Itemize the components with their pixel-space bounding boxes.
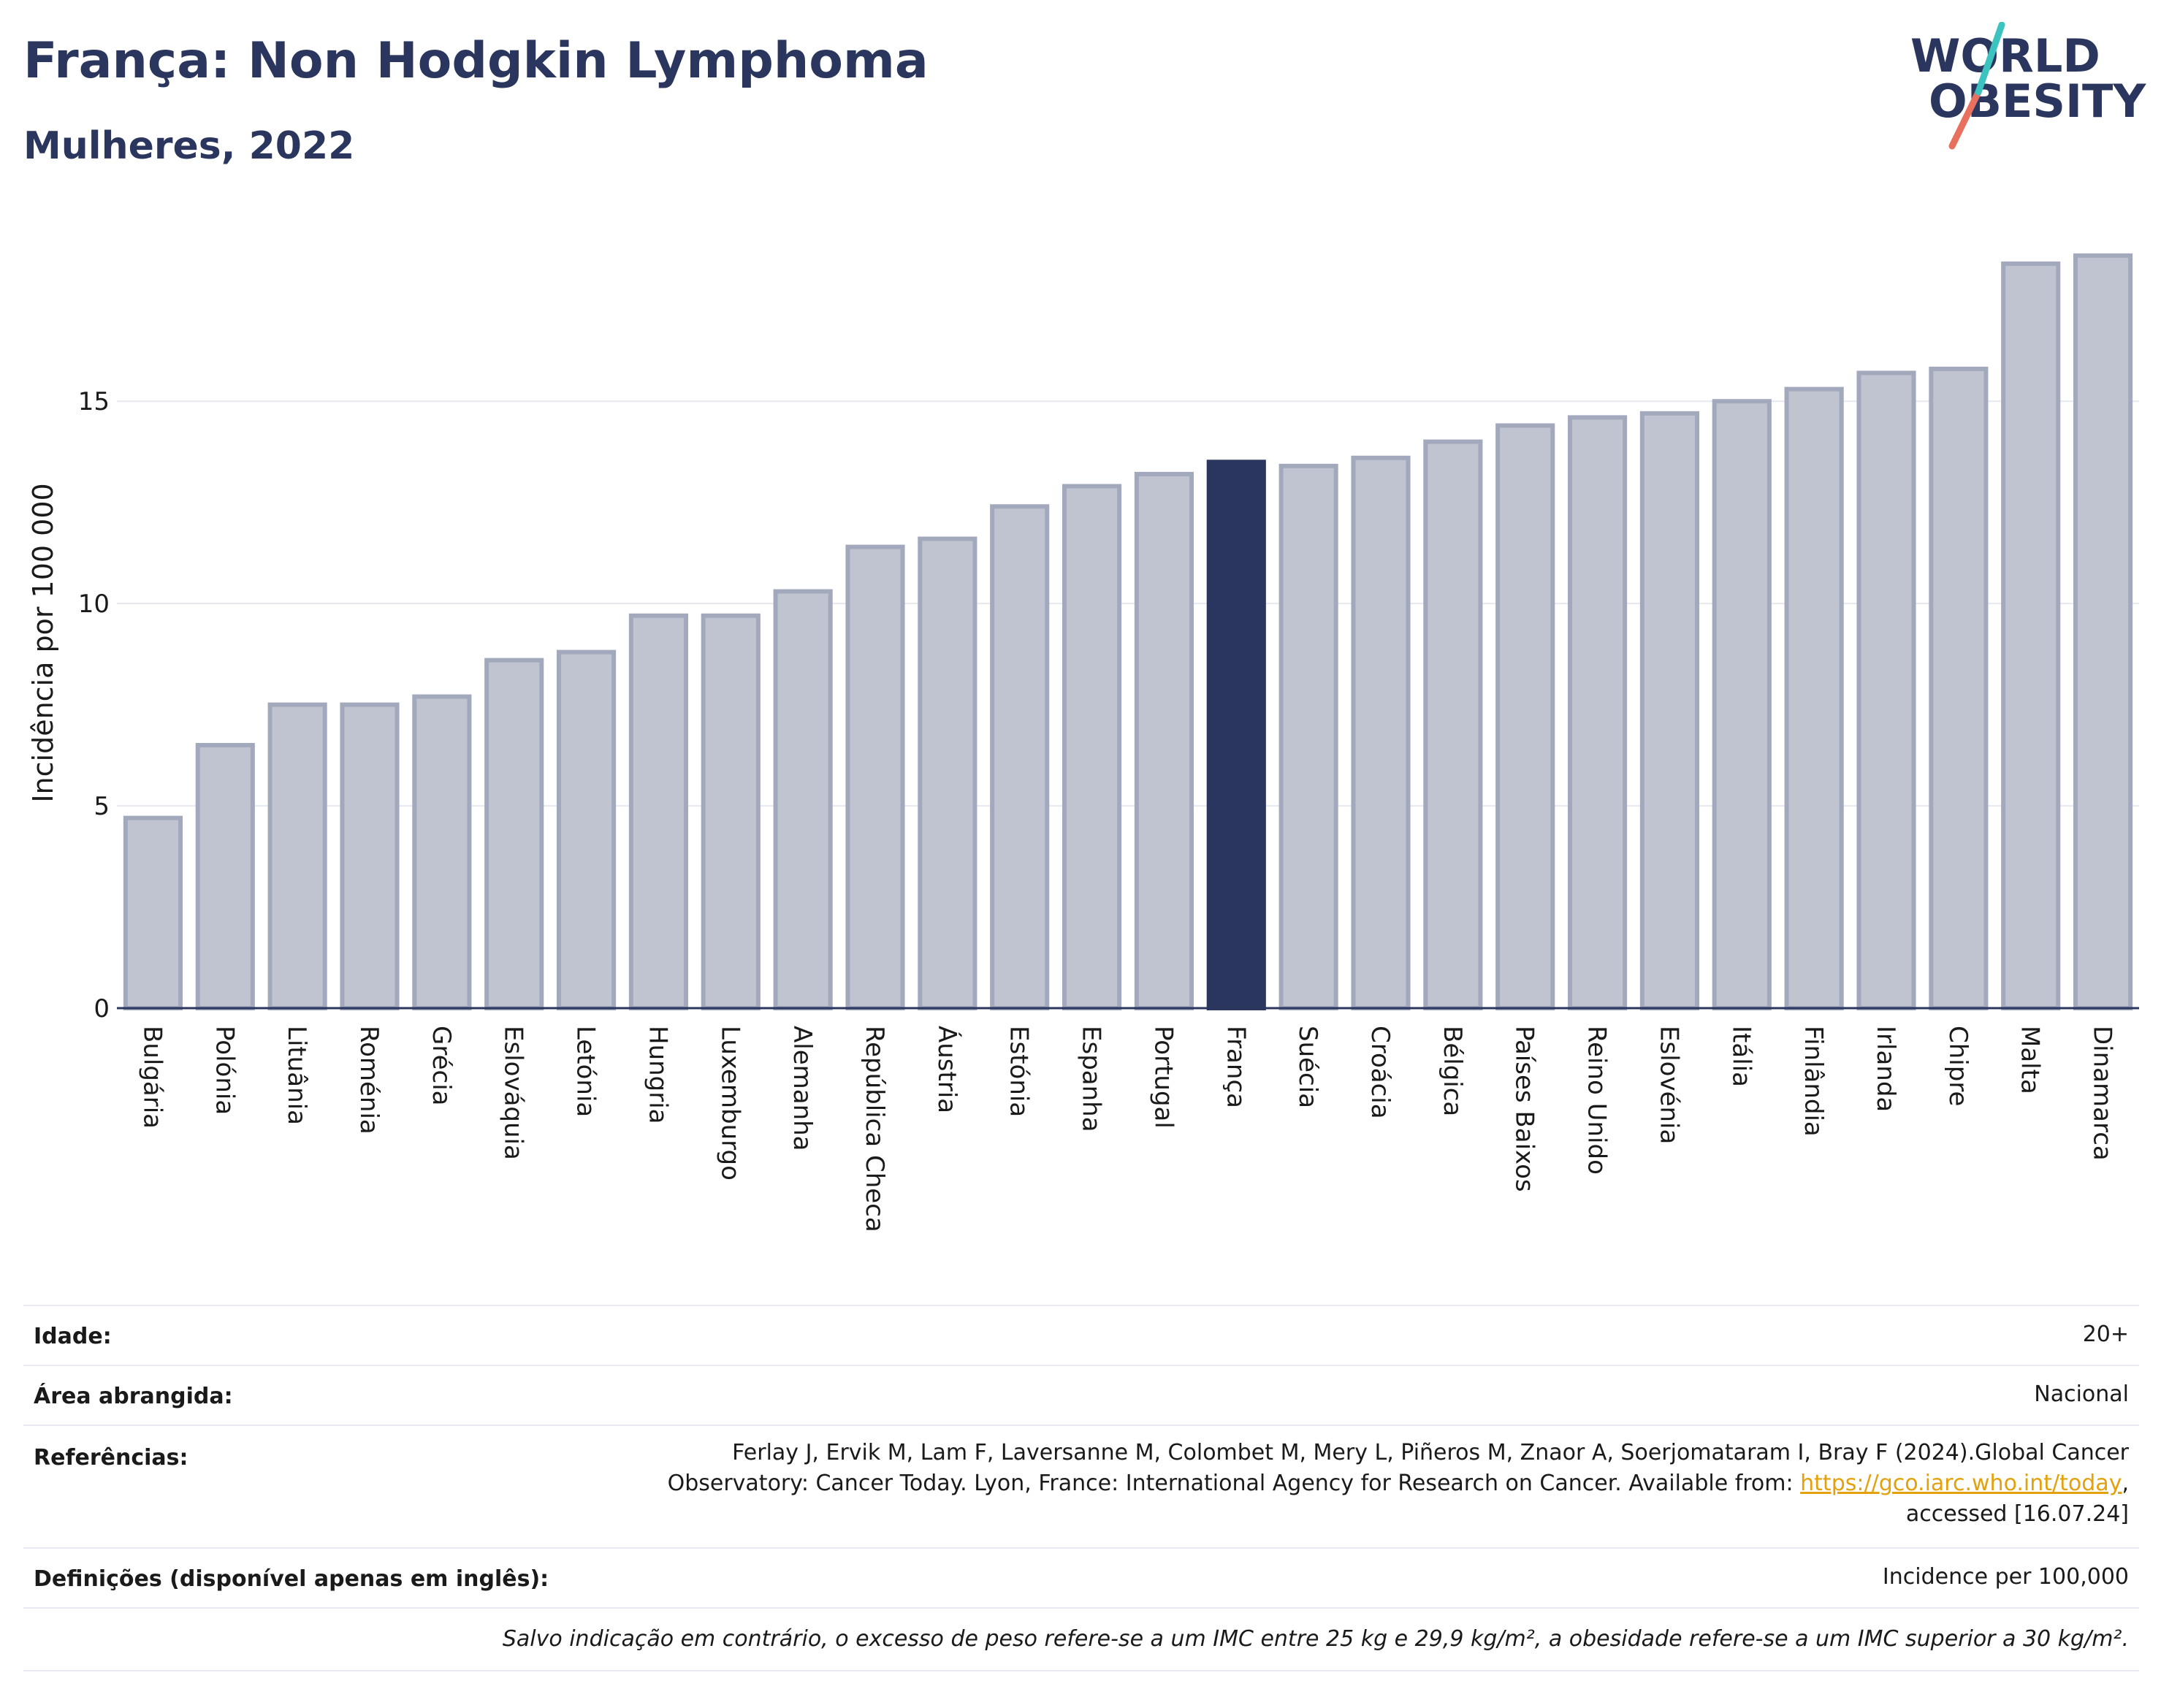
x-tick-label: Chipre <box>1943 1026 1973 1106</box>
age-value: 20+ <box>2082 1322 2129 1347</box>
x-tick-label: Irlanda <box>1871 1026 1900 1112</box>
info-row-definitions: Definições (disponível apenas em inglês)… <box>23 1547 2139 1609</box>
bar <box>918 536 977 1010</box>
x-tick-label: França <box>1221 1026 1250 1108</box>
x-tick-label: Estónia <box>1005 1026 1034 1117</box>
logo-slash-red <box>1948 88 1982 150</box>
bar <box>1929 366 1989 1010</box>
x-tick-label: Dinamarca <box>2088 1026 2117 1161</box>
y-tick-labels: 0 5 10 15 <box>78 387 110 1023</box>
bar <box>1568 415 1628 1010</box>
bar <box>990 504 1050 1010</box>
bar <box>1784 386 1844 1010</box>
info-row-age: Idade: 20+ <box>23 1305 2139 1366</box>
x-tick-label: Croácia <box>1365 1026 1395 1119</box>
age-label: Idade: <box>34 1324 112 1349</box>
x-tick-label: Lituânia <box>282 1026 311 1125</box>
bar <box>557 649 617 1010</box>
x-tick-label: Grécia <box>427 1026 456 1105</box>
bar <box>845 544 905 1010</box>
x-tick-label: Bulgária <box>137 1026 167 1129</box>
references-value: Ferlay J, Ervik M, Lam F, Laversanne M, … <box>668 1438 2129 1530</box>
x-tick-label: Malta <box>2016 1026 2045 1094</box>
bar <box>1495 423 1555 1010</box>
x-tick-label: Eslovénia <box>1654 1026 1683 1144</box>
y-tick-label: 10 <box>78 590 110 619</box>
x-tick-label: Letónia <box>571 1026 601 1117</box>
bar <box>412 694 472 1010</box>
x-tick-labels: Bulgária Polónia Lituânia Roménia Grécia Eslo… <box>137 1026 2116 1232</box>
bar <box>1639 411 1699 1010</box>
x-tick-label: Hungria <box>643 1026 672 1124</box>
bar <box>267 702 327 1010</box>
bar <box>1278 463 1338 1010</box>
references-line-2: Observatory: Cancer Today. Lyon, France:… <box>667 1471 2129 1496</box>
chart-subtitle: Mulheres, 2022 <box>23 124 355 168</box>
bar <box>2001 261 2061 1010</box>
x-tick-label: Áustria <box>932 1026 962 1113</box>
bar <box>1062 484 1122 1010</box>
info-row-references: Referências: Ferlay J, Ervik M, Lam F, L… <box>23 1425 2139 1549</box>
y-tick-label: 15 <box>78 387 110 416</box>
y-tick-label: 0 <box>94 994 110 1023</box>
bars <box>123 253 2133 1010</box>
references-label: Referências: <box>34 1445 188 1471</box>
bar-chart: 0 5 10 15 Bulgária Polónia Lituânia Roménia Gré… <box>27 253 2139 1232</box>
bar <box>1712 399 1772 1010</box>
area-label: Área abrangida: <box>34 1384 233 1409</box>
info-row-note: Salvo indicação em contrário, o excesso … <box>23 1607 2139 1671</box>
x-tick-label: Luxemburgo <box>715 1026 744 1181</box>
x-tick-label: Polónia <box>210 1026 239 1115</box>
x-tick-label: Roménia <box>354 1026 384 1135</box>
bar <box>484 657 544 1010</box>
logo-word-1: WORLD <box>1910 29 2100 83</box>
bar <box>340 702 400 1010</box>
info-row-area: Área abrangida: Nacional <box>23 1365 2139 1426</box>
x-tick-label: Eslováquia <box>499 1026 528 1160</box>
bar <box>195 743 255 1010</box>
definitions-label: Definições (disponível apenas em inglês)… <box>34 1566 549 1592</box>
bar <box>701 613 761 1010</box>
x-tick-label: Suécia <box>1293 1026 1322 1108</box>
x-tick-label: Itália <box>1726 1026 1756 1087</box>
bar <box>1351 455 1411 1010</box>
area-value: Nacional <box>2034 1381 2129 1407</box>
obesity-definition-note: Salvo indicação em contrário, o excesso … <box>502 1626 2129 1652</box>
bar <box>773 589 833 1010</box>
references-link[interactable]: https://gco.iarc.who.int/today <box>1800 1471 2122 1496</box>
bar <box>1423 439 1483 1010</box>
references-line-1: Ferlay J, Ervik M, Lam F, Laversanne M, … <box>732 1440 2129 1465</box>
y-axis-label: Incidência por 100 000 <box>27 483 59 802</box>
definitions-value: Incidence per 100,000 <box>1882 1564 2129 1590</box>
x-tick-label: Alemanha <box>788 1026 817 1151</box>
x-tick-label: Bélgica <box>1438 1026 1467 1116</box>
x-tick-label: Espanha <box>1077 1026 1106 1132</box>
bar <box>1856 370 1916 1010</box>
x-tick-label: Países Baixos <box>1510 1026 1539 1192</box>
references-line-3: accessed [16.07.24] <box>1905 1501 2129 1527</box>
world-obesity-logo: WORLD OBESITY <box>1910 22 2146 150</box>
bar <box>1134 471 1194 1010</box>
x-tick-label: Portugal <box>1148 1026 1178 1129</box>
y-tick-label: 5 <box>94 792 110 821</box>
x-tick-label: Finlândia <box>1799 1026 1828 1137</box>
bar <box>123 815 183 1010</box>
x-tick-label: Reino Unido <box>1582 1026 1612 1175</box>
x-tick-label: República Checa <box>860 1026 889 1232</box>
logo-slash-teal <box>1975 22 2005 96</box>
bar <box>628 613 688 1010</box>
chart-title: França: Non Hodgkin Lymphoma <box>23 32 929 90</box>
bar <box>1206 460 1266 1010</box>
bar <box>2073 253 2133 1010</box>
